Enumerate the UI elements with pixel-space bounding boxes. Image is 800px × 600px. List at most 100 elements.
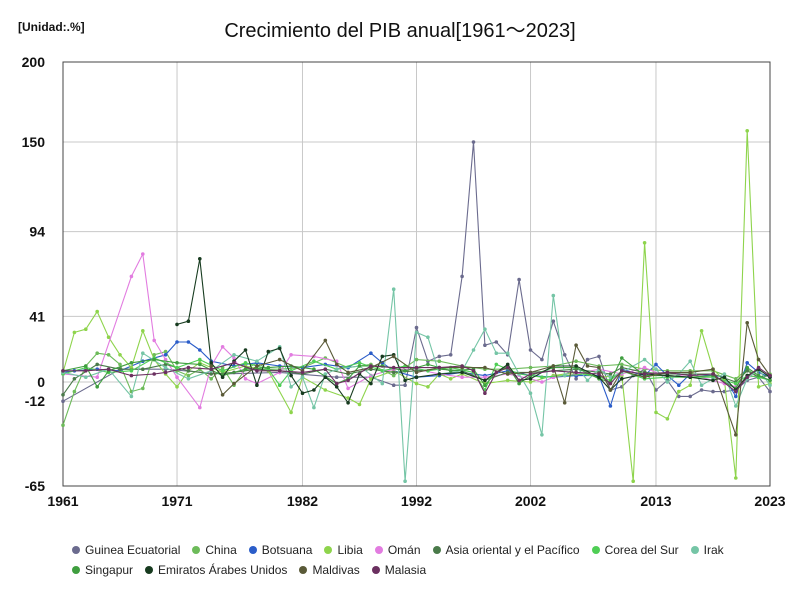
legend-item: Emiratos Árabes Unidos	[145, 563, 287, 577]
legend-label: Libia	[337, 543, 363, 557]
data-point	[665, 417, 670, 421]
data-point	[483, 343, 487, 348]
data-point	[745, 365, 749, 370]
data-point	[608, 381, 613, 386]
data-point	[334, 362, 339, 367]
data-point	[152, 372, 156, 376]
data-point	[597, 375, 601, 380]
data-point	[494, 340, 499, 344]
x-tick-label: 1971	[161, 493, 192, 509]
data-point	[620, 356, 624, 360]
data-point	[369, 364, 373, 368]
data-point	[163, 357, 168, 362]
data-point	[209, 372, 213, 376]
legend-item: Malasia	[371, 563, 426, 577]
y-tick-label: -12	[25, 393, 45, 409]
data-point	[186, 365, 191, 370]
data-point	[562, 401, 567, 405]
data-point	[562, 353, 567, 357]
legend-swatch	[145, 566, 154, 574]
data-point	[756, 357, 761, 362]
data-point	[312, 388, 316, 392]
data-point	[346, 401, 350, 405]
data-point	[346, 396, 350, 400]
data-point	[163, 353, 168, 357]
data-point	[483, 375, 487, 380]
data-point	[642, 365, 647, 370]
data-point	[312, 405, 316, 410]
data-point	[768, 389, 772, 394]
legend-label: Singapur	[85, 563, 134, 577]
data-point	[597, 365, 601, 370]
plot-frame	[62, 61, 771, 487]
data-point	[129, 394, 134, 399]
data-point	[528, 380, 533, 384]
legend-item: Maldivas	[299, 563, 360, 577]
data-point	[574, 370, 578, 375]
data-point	[175, 375, 179, 380]
data-point	[722, 375, 727, 380]
data-point	[471, 369, 476, 373]
data-point	[403, 383, 407, 388]
data-point	[300, 391, 305, 396]
data-point	[175, 365, 179, 370]
data-point	[129, 274, 134, 279]
series-line	[210, 322, 771, 436]
data-point	[688, 359, 692, 364]
x-tick-label: 1982	[287, 493, 318, 509]
data-point	[323, 388, 328, 392]
series-line	[62, 130, 771, 482]
data-point	[665, 373, 670, 378]
data-point	[232, 356, 236, 360]
data-point	[688, 383, 692, 388]
data-point	[391, 354, 396, 359]
data-point	[84, 364, 88, 368]
data-point	[414, 365, 419, 370]
data-point	[129, 365, 134, 370]
data-point	[243, 348, 248, 352]
data-point	[95, 351, 99, 356]
data-point	[654, 367, 658, 372]
x-tick-label: 2023	[754, 493, 785, 509]
data-point	[574, 364, 578, 368]
data-point	[711, 389, 715, 394]
data-point	[106, 367, 111, 372]
data-point	[471, 140, 476, 144]
data-point	[551, 364, 556, 368]
data-point	[517, 381, 521, 386]
legend-label: Botsuana	[261, 543, 313, 557]
data-point	[141, 252, 145, 256]
data-point	[334, 381, 339, 386]
data-point	[426, 362, 430, 367]
legend-label: Guinea Ecuatorial	[85, 543, 181, 557]
data-point	[620, 365, 624, 370]
data-point	[608, 372, 613, 376]
data-point	[494, 362, 499, 367]
data-point	[768, 373, 772, 378]
legend-label: Emiratos Árabes Unidos	[158, 563, 288, 577]
data-point	[540, 375, 544, 380]
data-point	[266, 365, 271, 370]
data-point	[129, 373, 134, 378]
data-point	[95, 375, 99, 380]
legend-item: Libia	[324, 543, 363, 557]
data-point	[585, 364, 590, 368]
data-point	[505, 365, 510, 370]
data-point	[289, 353, 293, 357]
data-point	[175, 385, 179, 389]
chart-legend: Guinea Ecuatorial China Botsuana Libia Omán A…	[72, 543, 772, 583]
data-point	[243, 377, 248, 381]
data-point	[141, 329, 145, 333]
data-point	[175, 361, 179, 365]
data-point	[654, 410, 658, 415]
data-point	[483, 383, 487, 388]
data-point	[106, 353, 111, 357]
data-point	[426, 335, 430, 340]
data-point	[209, 364, 213, 368]
data-point	[585, 378, 590, 383]
data-point	[574, 377, 578, 381]
data-point	[734, 476, 738, 480]
data-point	[95, 362, 99, 367]
data-point	[437, 354, 442, 359]
data-point	[72, 330, 77, 335]
